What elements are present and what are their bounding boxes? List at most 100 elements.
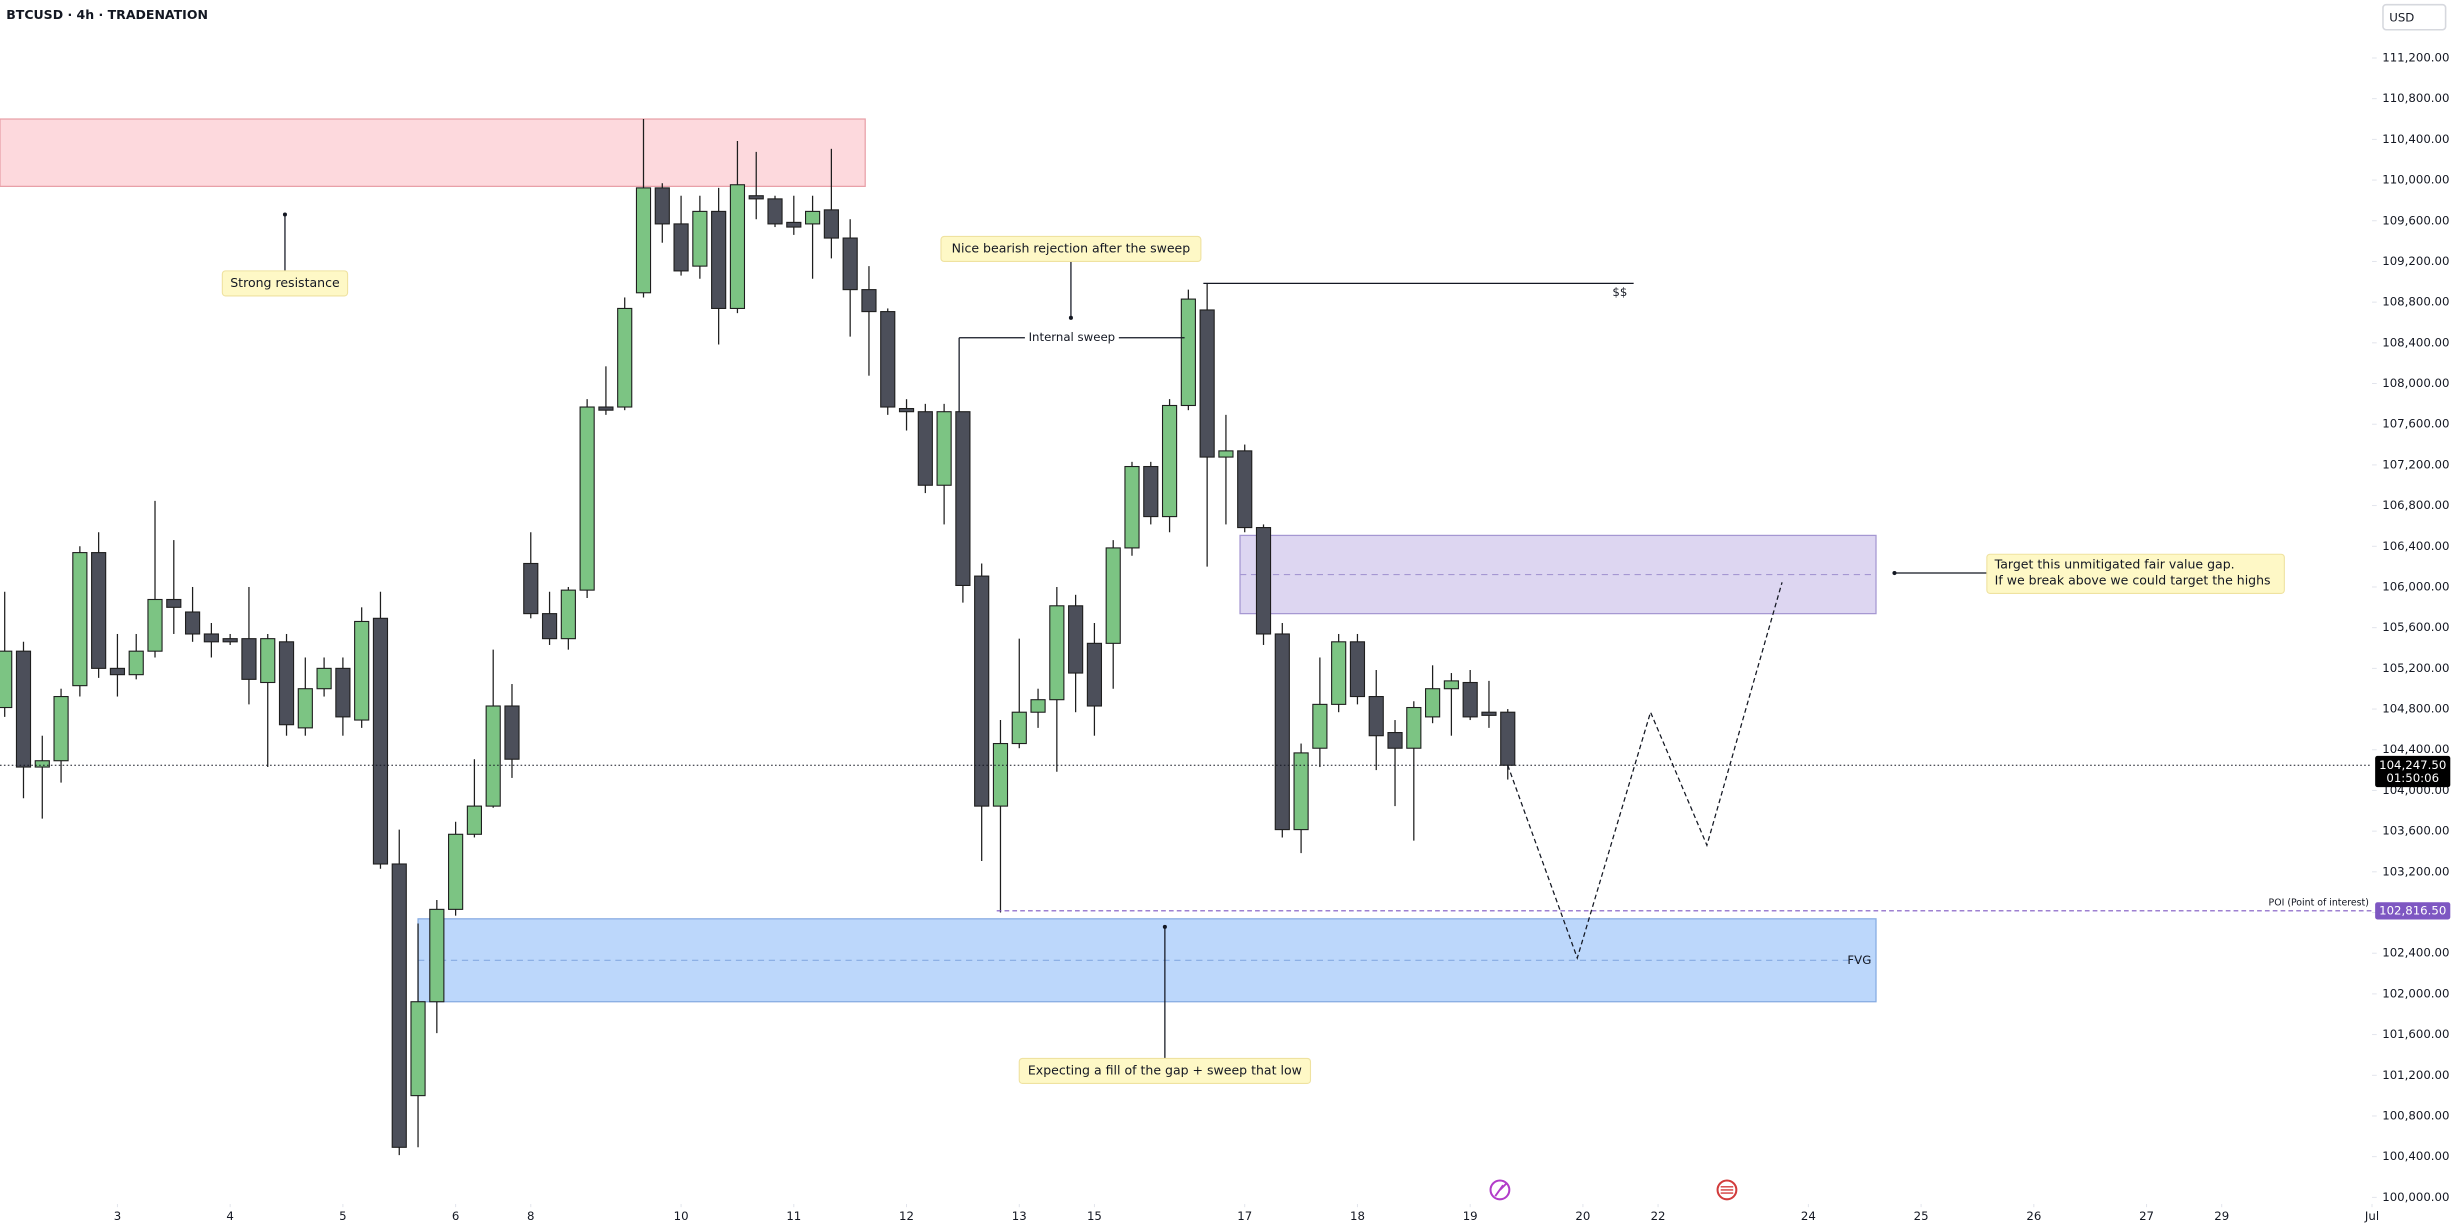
- x-tick-label: 17: [1237, 1209, 1252, 1223]
- poi-price-box: [2375, 902, 2451, 920]
- x-tick-label: 11: [786, 1209, 801, 1223]
- flag-icon[interactable]: [1716, 1179, 1738, 1201]
- event-icon[interactable]: [1489, 1179, 1511, 1201]
- candle-body: [1387, 732, 1403, 749]
- level-label: Internal sweep: [1029, 330, 1116, 344]
- candle-body: [1199, 309, 1215, 458]
- currency-label[interactable]: USD: [2389, 11, 2414, 25]
- candle-body: [748, 195, 764, 200]
- candle-body: [91, 552, 107, 669]
- y-tick-label: 107,200.00: [2382, 457, 2449, 471]
- candle-body: [541, 613, 558, 640]
- x-tick-label: 19: [1463, 1209, 1478, 1223]
- y-tick-label: 100,800.00: [2382, 1108, 2449, 1122]
- candle-body: [448, 833, 464, 910]
- candle-body: [297, 688, 313, 729]
- candle-body: [1068, 605, 1084, 674]
- candle-body: [842, 237, 858, 291]
- candle-body: [15, 650, 32, 768]
- y-tick-label: 106,400.00: [2382, 539, 2449, 553]
- y-tick-label: 110,000.00: [2382, 173, 2449, 187]
- x-tick-label: 22: [1651, 1209, 1666, 1223]
- candle-body: [0, 650, 13, 709]
- y-tick-label: 101,600.00: [2382, 1027, 2449, 1041]
- candle-body: [34, 760, 50, 768]
- candle-body: [729, 184, 746, 309]
- candle-body: [429, 908, 445, 1003]
- y-tick-label: 106,800.00: [2382, 498, 2449, 512]
- x-tick-label: 6: [452, 1209, 459, 1223]
- projection-path: [1507, 582, 1783, 960]
- candle-body: [1349, 641, 1366, 698]
- annotation-text: Expecting a fill of the gap + sweep that…: [1028, 1062, 1302, 1077]
- x-tick-label: 29: [2214, 1209, 2229, 1223]
- candle-body: [1462, 681, 1478, 718]
- candle-body: [391, 863, 407, 1148]
- candle-body: [692, 210, 708, 267]
- y-tick-label: 108,400.00: [2382, 335, 2449, 349]
- annotation-anchor: [1068, 315, 1073, 320]
- candle-body: [184, 611, 201, 635]
- y-tick-label: 100,000.00: [2382, 1190, 2449, 1204]
- candle-body: [654, 187, 670, 225]
- poi-text: POI (Point of interest): [2269, 898, 2369, 909]
- candle-body: [1011, 711, 1027, 745]
- x-tick-label: 25: [1914, 1209, 1929, 1223]
- y-tick-label: 104,400.00: [2382, 742, 2449, 756]
- candle-body: [316, 667, 332, 690]
- candle-body: [880, 311, 896, 408]
- annotation-text: Target this unmitigated fair value gap.: [1994, 557, 2235, 572]
- candle-body: [1180, 298, 1196, 407]
- currency-button[interactable]: [2382, 3, 2447, 31]
- event-icon-glyph[interactable]: [1494, 1182, 1507, 1197]
- x-tick-label: 5: [339, 1209, 346, 1223]
- candle-body: [354, 620, 370, 721]
- candle-body: [203, 633, 219, 643]
- candle-body: [974, 575, 990, 807]
- candle-body: [1481, 711, 1497, 716]
- flag-icon-glyph[interactable]: [1720, 1186, 1734, 1194]
- candle-body: [372, 617, 389, 865]
- annotation-box: [1986, 553, 2285, 594]
- candle-body: [617, 307, 633, 408]
- candle-body: [898, 407, 915, 413]
- y-tick-label: 103,600.00: [2382, 824, 2449, 838]
- candle-body: [579, 406, 595, 591]
- x-tick-label: Jul: [2364, 1209, 2379, 1223]
- x-tick-label: 12: [899, 1209, 914, 1223]
- candle-body: [1086, 642, 1103, 707]
- annotation-anchor: [1162, 924, 1167, 929]
- candle-body: [936, 411, 952, 486]
- y-tick-label: 103,200.00: [2382, 864, 2449, 878]
- y-tick-label: 102,000.00: [2382, 986, 2449, 1000]
- candle-body: [861, 289, 877, 313]
- candle-body: [147, 598, 163, 652]
- y-tick-label: 107,600.00: [2382, 417, 2449, 431]
- candle-body: [109, 667, 126, 676]
- candle-body: [1443, 680, 1459, 690]
- candle-body: [128, 650, 144, 676]
- annotation-text: Nice bearish rejection after the sweep: [952, 240, 1191, 255]
- y-tick-label: 108,000.00: [2382, 376, 2449, 390]
- candle-body: [166, 598, 182, 608]
- x-tick-label: 24: [1801, 1209, 1816, 1223]
- candle-body: [560, 589, 576, 640]
- y-tick-label: 110,400.00: [2382, 132, 2449, 146]
- y-tick-label: 105,200.00: [2382, 661, 2449, 675]
- x-tick-label: 26: [2026, 1209, 2041, 1223]
- y-tick-label: 105,600.00: [2382, 620, 2449, 634]
- x-tick-label: 15: [1087, 1209, 1102, 1223]
- event-icon-ring[interactable]: [1489, 1179, 1511, 1201]
- candle-body: [485, 705, 501, 807]
- candle-body: [241, 638, 257, 680]
- candle-body: [1030, 699, 1046, 713]
- candle-body: [598, 406, 614, 411]
- x-tick-label: 20: [1575, 1209, 1590, 1223]
- x-tick-label: 18: [1350, 1209, 1365, 1223]
- y-tick-label: 109,200.00: [2382, 254, 2449, 268]
- candle-body: [1331, 641, 1347, 705]
- candle-body: [673, 223, 689, 272]
- annotation-box: [940, 235, 1202, 263]
- annotation-text: Strong resistance: [230, 275, 340, 290]
- candle-body: [1425, 688, 1441, 718]
